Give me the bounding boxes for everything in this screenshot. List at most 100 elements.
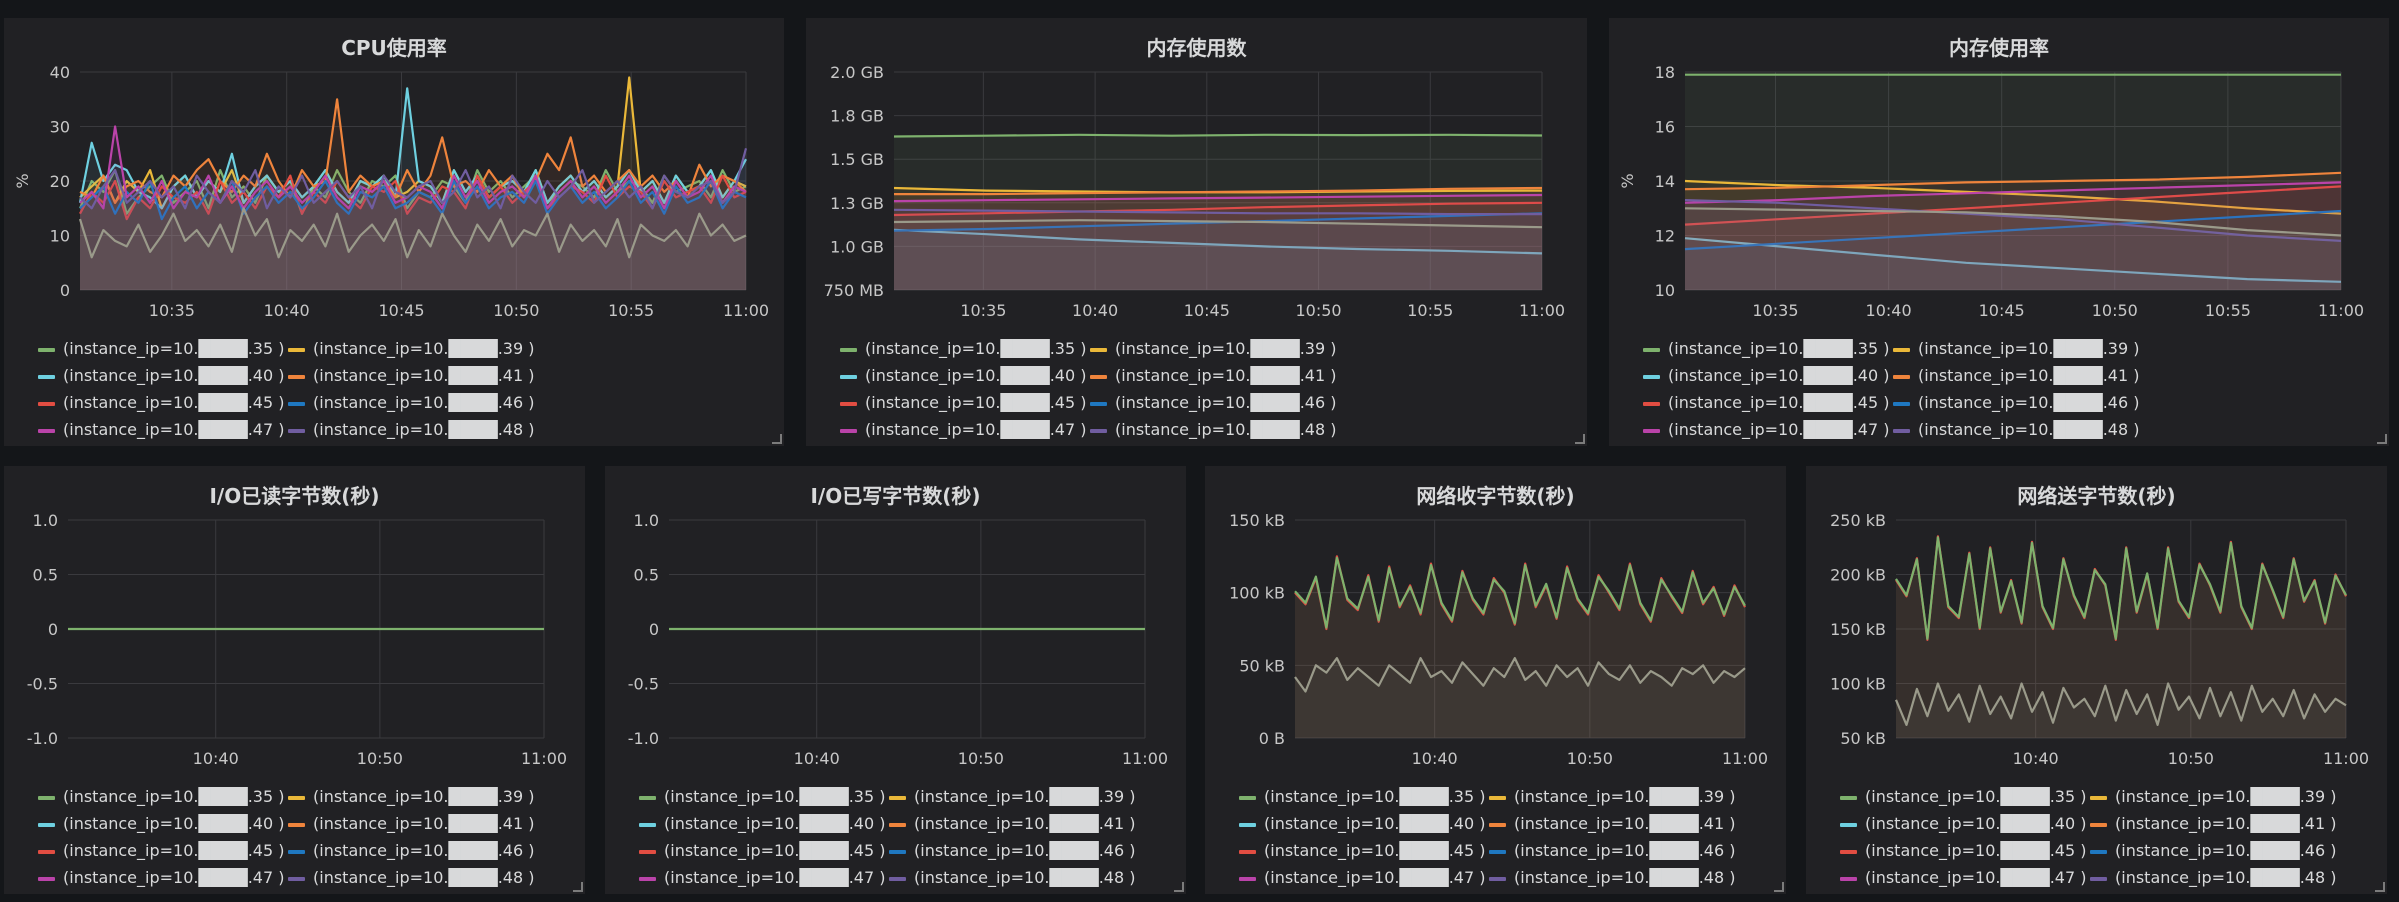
y-tick-label: 0.5 xyxy=(33,566,58,585)
legend-item[interactable]: (instance_ip=10.████.46 ) xyxy=(889,837,1139,864)
legend-item[interactable]: (instance_ip=10.████.47 ) xyxy=(639,864,889,891)
legend-item[interactable]: (instance_ip=10.████.40 ) xyxy=(840,362,1090,389)
y-tick-label: 40 xyxy=(50,63,70,82)
panel-io-write[interactable]: I/O已写字节数(秒) -1.0 -0.5 0 0.5 1.0 10:40 10:50 11:… xyxy=(605,466,1186,894)
legend-item[interactable]: (instance_ip=10.████.46 ) xyxy=(288,837,538,864)
panel-mem-used[interactable]: 内存使用数 750 MB 1.0 GB 1.3 GB 1.5 GB 1.8 GB 2.0 … xyxy=(806,18,1587,446)
resize-handle[interactable] xyxy=(1174,882,1184,892)
legend-label: (instance_ip=10.████.41 ) xyxy=(313,366,535,385)
y-tick-label: 0 xyxy=(60,281,70,300)
panel-net-send[interactable]: 网络送字节数(秒) 50 kB 100 kB 150 kB 200 kB 250 kB 1… xyxy=(1806,466,2387,894)
legend-item[interactable]: (instance_ip=10.████.48 ) xyxy=(2090,864,2340,891)
resize-handle[interactable] xyxy=(573,882,583,892)
legend-item[interactable]: (instance_ip=10.████.41 ) xyxy=(288,362,538,389)
legend-item[interactable]: (instance_ip=10.████.47 ) xyxy=(1239,864,1489,891)
panel-cpu[interactable]: CPU使用率 0 10 20 30 40 10:35 10:40 10:45 10:50 10:5… xyxy=(4,18,784,446)
legend-item[interactable]: (instance_ip=10.████.39 ) xyxy=(288,783,538,810)
panel-title[interactable]: I/O已读字节数(秒) xyxy=(209,484,380,508)
resize-handle[interactable] xyxy=(1774,882,1784,892)
legend-item[interactable]: (instance_ip=10.████.35 ) xyxy=(840,335,1090,362)
legend-item[interactable]: (instance_ip=10.████.35 ) xyxy=(1840,783,2090,810)
legend-item[interactable]: (instance_ip=10.████.47 ) xyxy=(38,416,288,443)
legend-item[interactable]: (instance_ip=10.████.41 ) xyxy=(1090,362,1340,389)
panel-net-recv[interactable]: 网络收字节数(秒) 0 B 50 kB 100 kB 150 kB 10:40 10:50… xyxy=(1205,466,1786,894)
panel-title[interactable]: 内存使用率 xyxy=(1949,36,2049,60)
legend-item[interactable]: (instance_ip=10.████.40 ) xyxy=(1643,362,1893,389)
legend-item[interactable]: (instance_ip=10.████.46 ) xyxy=(1489,837,1739,864)
legend-item[interactable]: (instance_ip=10.████.47 ) xyxy=(840,416,1090,443)
legend-item[interactable]: (instance_ip=10.████.39 ) xyxy=(889,783,1139,810)
legend-item[interactable]: (instance_ip=10.████.45 ) xyxy=(840,389,1090,416)
panel-io-read[interactable]: I/O已读字节数(秒) -1.0 -0.5 0 0.5 1.0 10:40 10:50 11:… xyxy=(4,466,585,894)
legend-item[interactable]: (instance_ip=10.████.47 ) xyxy=(1840,864,2090,891)
legend-item[interactable]: (instance_ip=10.████.41 ) xyxy=(288,810,538,837)
legend-row: (instance_ip=10.████.35 ) (instance_ip=10… xyxy=(1643,335,2379,362)
legend-item[interactable]: (instance_ip=10.████.48 ) xyxy=(288,416,538,443)
legend-label: (instance_ip=10.████.45 ) xyxy=(664,841,886,860)
resize-handle[interactable] xyxy=(2377,434,2387,444)
panel-mem-pct[interactable]: 内存使用率 10 12 14 16 18 10:35 10:40 10:45 10:50 10:5… xyxy=(1609,18,2389,446)
legend-item[interactable]: (instance_ip=10.████.39 ) xyxy=(2090,783,2340,810)
panel-title[interactable]: CPU使用率 xyxy=(341,36,447,60)
legend-item[interactable]: (instance_ip=10.████.48 ) xyxy=(1090,416,1340,443)
legend-item[interactable]: (instance_ip=10.████.45 ) xyxy=(1840,837,2090,864)
legend-item[interactable]: (instance_ip=10.████.40 ) xyxy=(1239,810,1489,837)
legend-item[interactable]: (instance_ip=10.████.35 ) xyxy=(1239,783,1489,810)
legend-item[interactable]: (instance_ip=10.████.39 ) xyxy=(288,335,538,362)
resize-handle[interactable] xyxy=(2375,882,2385,892)
legend-item[interactable]: (instance_ip=10.████.48 ) xyxy=(1489,864,1739,891)
legend-item[interactable]: (instance_ip=10.████.40 ) xyxy=(38,810,288,837)
legend-label: (instance_ip=10.████.46 ) xyxy=(313,393,535,412)
legend-label: (instance_ip=10.████.35 ) xyxy=(865,339,1087,358)
legend-item[interactable]: (instance_ip=10.████.46 ) xyxy=(288,389,538,416)
series-area xyxy=(894,209,1542,290)
series-area xyxy=(1685,181,2341,290)
legend-item[interactable]: (instance_ip=10.████.40 ) xyxy=(1840,810,2090,837)
legend-row: (instance_ip=10.████.40 ) (instance_ip=10… xyxy=(38,362,774,389)
legend-item[interactable]: (instance_ip=10.████.47 ) xyxy=(1643,416,1893,443)
legend-item[interactable]: (instance_ip=10.████.40 ) xyxy=(38,362,288,389)
legend-item[interactable]: (instance_ip=10.████.39 ) xyxy=(1090,335,1340,362)
legend-item[interactable]: (instance_ip=10.████.39 ) xyxy=(1489,783,1739,810)
legend-item[interactable]: (instance_ip=10.████.41 ) xyxy=(1489,810,1739,837)
legend-item[interactable]: (instance_ip=10.████.41 ) xyxy=(889,810,1139,837)
legend-item[interactable]: (instance_ip=10.████.47 ) xyxy=(38,864,288,891)
legend-item[interactable]: (instance_ip=10.████.45 ) xyxy=(38,837,288,864)
legend-label: (instance_ip=10.████.39 ) xyxy=(1514,787,1736,806)
legend-item[interactable]: (instance_ip=10.████.40 ) xyxy=(639,810,889,837)
legend-item[interactable]: (instance_ip=10.████.41 ) xyxy=(1893,362,2143,389)
legend-item[interactable]: (instance_ip=10.████.45 ) xyxy=(1643,389,1893,416)
panel-title[interactable]: 网络送字节数(秒) xyxy=(2017,484,2176,508)
legend-item[interactable]: (instance_ip=10.████.41 ) xyxy=(2090,810,2340,837)
legend-label: (instance_ip=10.████.48 ) xyxy=(313,868,535,887)
legend-item[interactable]: (instance_ip=10.████.48 ) xyxy=(1893,416,2143,443)
panel-title[interactable]: 网络收字节数(秒) xyxy=(1416,484,1575,508)
series-line xyxy=(1684,207,2342,237)
legend-item[interactable]: (instance_ip=10.████.45 ) xyxy=(38,389,288,416)
legend-item[interactable]: (instance_ip=10.████.48 ) xyxy=(288,864,538,891)
legend-swatch xyxy=(1489,822,1506,827)
legend-item[interactable]: (instance_ip=10.████.46 ) xyxy=(1893,389,2143,416)
x-tick-label: 11:00 xyxy=(2323,749,2369,766)
series-area xyxy=(80,99,746,290)
legend-item[interactable]: (instance_ip=10.████.45 ) xyxy=(639,837,889,864)
resize-handle[interactable] xyxy=(772,434,782,444)
legend-label: (instance_ip=10.████.46 ) xyxy=(2115,841,2337,860)
legend-item[interactable]: (instance_ip=10.████.35 ) xyxy=(38,335,288,362)
legend-item[interactable]: (instance_ip=10.████.46 ) xyxy=(2090,837,2340,864)
y-tick-label: 12 xyxy=(1655,227,1675,246)
resize-handle[interactable] xyxy=(1575,434,1585,444)
legend-item[interactable]: (instance_ip=10.████.35 ) xyxy=(38,783,288,810)
legend-item[interactable]: (instance_ip=10.████.35 ) xyxy=(1643,335,1893,362)
legend-row: (instance_ip=10.████.35 ) (instance_ip=10… xyxy=(38,335,774,362)
panel-title[interactable]: 内存使用数 xyxy=(1146,36,1247,60)
legend-item[interactable]: (instance_ip=10.████.35 ) xyxy=(639,783,889,810)
legend-item[interactable]: (instance_ip=10.████.48 ) xyxy=(889,864,1139,891)
legend-row: (instance_ip=10.████.47 ) (instance_ip=10… xyxy=(38,416,774,443)
legend-item[interactable]: (instance_ip=10.████.46 ) xyxy=(1090,389,1340,416)
chart-io-write: -1.0 -0.5 0 0.5 1.0 10:40 10:50 11:00 xyxy=(628,511,1168,766)
legend-item[interactable]: (instance_ip=10.████.39 ) xyxy=(1893,335,2143,362)
panel-title[interactable]: I/O已写字节数(秒) xyxy=(810,484,981,508)
legend-row: (instance_ip=10.████.40 ) (instance_ip=10… xyxy=(1239,810,1776,837)
legend-item[interactable]: (instance_ip=10.████.45 ) xyxy=(1239,837,1489,864)
